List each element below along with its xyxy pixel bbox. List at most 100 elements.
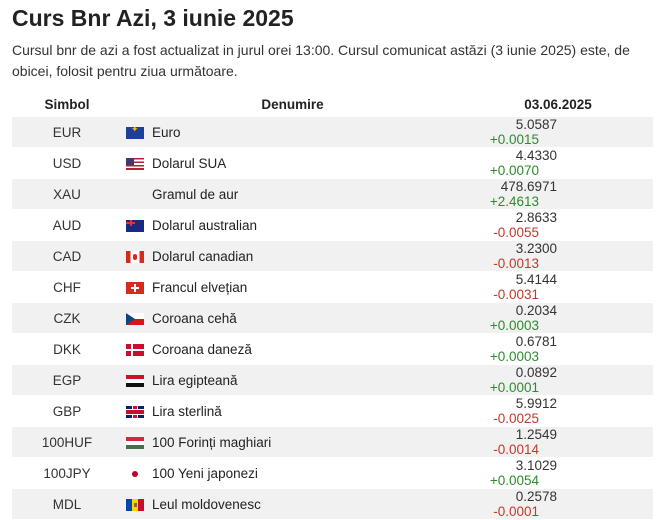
currency-name: Coroana daneză (152, 341, 252, 357)
rate-cell: 0.0892+0.0001 (463, 364, 653, 396)
table-row: EUR Euro 5.0587+0.0015 (12, 117, 653, 148)
currency-name-cell: Coroana cehă (122, 302, 463, 334)
exchange-rate: 3.1029 (515, 458, 557, 473)
table-row: XAU Gramul de aur 478.6971+2.4613 (12, 178, 653, 210)
rate-change: -0.0014 (493, 442, 539, 457)
currency-name-cell: Coroana daneză (122, 333, 463, 365)
header-symbol: Simbol (44, 96, 90, 112)
currency-name: Lira sterlină (152, 403, 222, 419)
currency-name-cell: Lira egipteană (122, 364, 463, 396)
table-row: CZK Coroana cehă 0.2034+0.0003 (12, 302, 653, 334)
table-row: GBP Lira sterlină 5.9912-0.0025 (12, 395, 653, 427)
header-name: Denumire (261, 96, 324, 112)
exchange-rate: 0.6781 (515, 334, 557, 349)
rate-cell: 4.4330+0.0070 (463, 147, 653, 179)
exchange-rate: 2.8633 (515, 210, 557, 225)
table-row: 100HUF 100 Forinți maghiari 1.2549-0.0014 (12, 426, 653, 458)
currency-name-cell: Lira sterlină (122, 395, 463, 427)
currency-symbol: USD (12, 147, 122, 179)
rate-cell: 1.2549-0.0014 (463, 426, 653, 458)
currency-name: Gramul de aur (152, 186, 239, 202)
rate-cell: 3.1029+0.0054 (463, 457, 653, 489)
currency-name: Dolarul australian (152, 217, 258, 233)
exchange-rate: 4.4330 (515, 148, 557, 163)
rate-change: +0.0015 (489, 132, 539, 147)
currency-symbol: AUD (12, 209, 122, 241)
rate-cell: 5.9912-0.0025 (463, 395, 653, 427)
exchange-rate: 5.0587 (515, 117, 557, 132)
table-row: 100JPY 100 Yeni japonezi 3.1029+0.0054 (12, 457, 653, 489)
currency-name: 100 Yeni japonezi (152, 465, 258, 481)
table-row: MDL Leul moldovenesc 0.2578-0.0001 (12, 488, 653, 520)
rate-change: -0.0055 (493, 225, 539, 240)
rate-change: +0.0070 (489, 163, 539, 178)
currency-name-cell: 100 Yeni japonezi (122, 457, 463, 489)
rate-change: +0.0001 (489, 380, 539, 395)
ch-flag-icon (126, 281, 144, 294)
table-row: AUD Dolarul australian 2.8633-0.0055 (12, 209, 653, 241)
exchange-rate: 5.9912 (515, 396, 557, 411)
exchange-rate: 1.2549 (515, 427, 557, 442)
table-row: USD Dolarul SUA 4.4330+0.0070 (12, 147, 653, 179)
gb-flag-icon (126, 405, 144, 418)
currency-name-cell: Leul moldovenesc (122, 488, 463, 520)
rate-change: -0.0013 (493, 256, 539, 271)
rate-change: -0.0001 (493, 504, 539, 519)
rate-change: +2.4613 (489, 194, 539, 209)
table-body: EUR Euro 5.0587+0.0015 USD Dolarul SUA 4.4330… (12, 117, 653, 520)
exchange-rate: 5.4144 (515, 272, 557, 287)
table-row: CAD Dolarul canadian 3.2300-0.0013 (12, 240, 653, 272)
page-description: Cursul bnr de azi a fost actualizat in j… (12, 42, 630, 79)
table-row: CHF Francul elvețian 5.4144-0.0031 (12, 271, 653, 303)
rate-cell: 5.4144-0.0031 (463, 271, 653, 303)
exchange-rate: 0.2034 (515, 303, 557, 318)
table-row: EGP Lira egipteană 0.0892+0.0001 (12, 364, 653, 396)
currency-name: Francul elvețian (152, 279, 248, 295)
rate-cell: 5.0587+0.0015 (463, 117, 653, 148)
page-title: Curs Bnr Azi, 3 iunie 2025 (12, 5, 294, 31)
currency-symbol: CZK (12, 302, 122, 334)
rate-cell: 0.2034+0.0003 (463, 302, 653, 334)
au-flag-icon (126, 219, 144, 232)
currency-symbol: CHF (12, 271, 122, 303)
table-header-row: Simbol Denumire 03.06.2025 (12, 91, 653, 117)
currency-name: Dolarul SUA (152, 155, 227, 171)
exchange-rates-table: Simbol Denumire 03.06.2025 EUR Euro 5.0587… (12, 91, 653, 520)
exchange-rate: 3.2300 (515, 241, 557, 256)
currency-name-cell: Dolarul SUA (122, 147, 463, 179)
exchange-rate: 0.2578 (515, 489, 557, 504)
md-flag-icon (126, 498, 144, 511)
eg-flag-icon (126, 374, 144, 387)
hu-flag-icon (126, 436, 144, 449)
cz-flag-icon (126, 312, 144, 325)
currency-name-cell: Dolarul canadian (122, 240, 463, 272)
currency-symbol: CAD (12, 240, 122, 272)
rate-change: -0.0025 (493, 411, 539, 426)
currency-name: Coroana cehă (152, 310, 237, 326)
rate-cell: 0.6781+0.0003 (463, 333, 653, 365)
table-row: DKK Coroana daneză 0.6781+0.0003 (12, 333, 653, 365)
rate-change: +0.0054 (489, 473, 539, 488)
currency-name: 100 Forinți maghiari (152, 434, 272, 450)
currency-name-cell: 100 Forinți maghiari (122, 426, 463, 458)
currency-symbol: GBP (12, 395, 122, 427)
currency-symbol: EGP (12, 364, 122, 396)
ca-flag-icon (126, 250, 144, 263)
rate-change: -0.0031 (493, 287, 539, 302)
rate-change: +0.0003 (489, 349, 539, 364)
currency-name: Euro (152, 124, 181, 140)
currency-name: Lira egipteană (152, 372, 238, 388)
rate-cell: 2.8633-0.0055 (463, 209, 653, 241)
currency-symbol: EUR (12, 117, 122, 148)
jp-flag-icon (126, 467, 144, 480)
rate-cell: 0.2578-0.0001 (463, 488, 653, 520)
currency-name-cell: Dolarul australian (122, 209, 463, 241)
exchange-rate: 478.6971 (500, 179, 557, 194)
header-date: 03.06.2025 (524, 96, 592, 112)
rate-change: +0.0003 (489, 318, 539, 333)
currency-name-cell: Gramul de aur (122, 178, 463, 210)
empty-flag-placeholder (126, 189, 144, 201)
currency-name-cell: Francul elvețian (122, 271, 463, 303)
currency-name: Dolarul canadian (152, 248, 254, 264)
currency-symbol: 100HUF (12, 426, 122, 458)
